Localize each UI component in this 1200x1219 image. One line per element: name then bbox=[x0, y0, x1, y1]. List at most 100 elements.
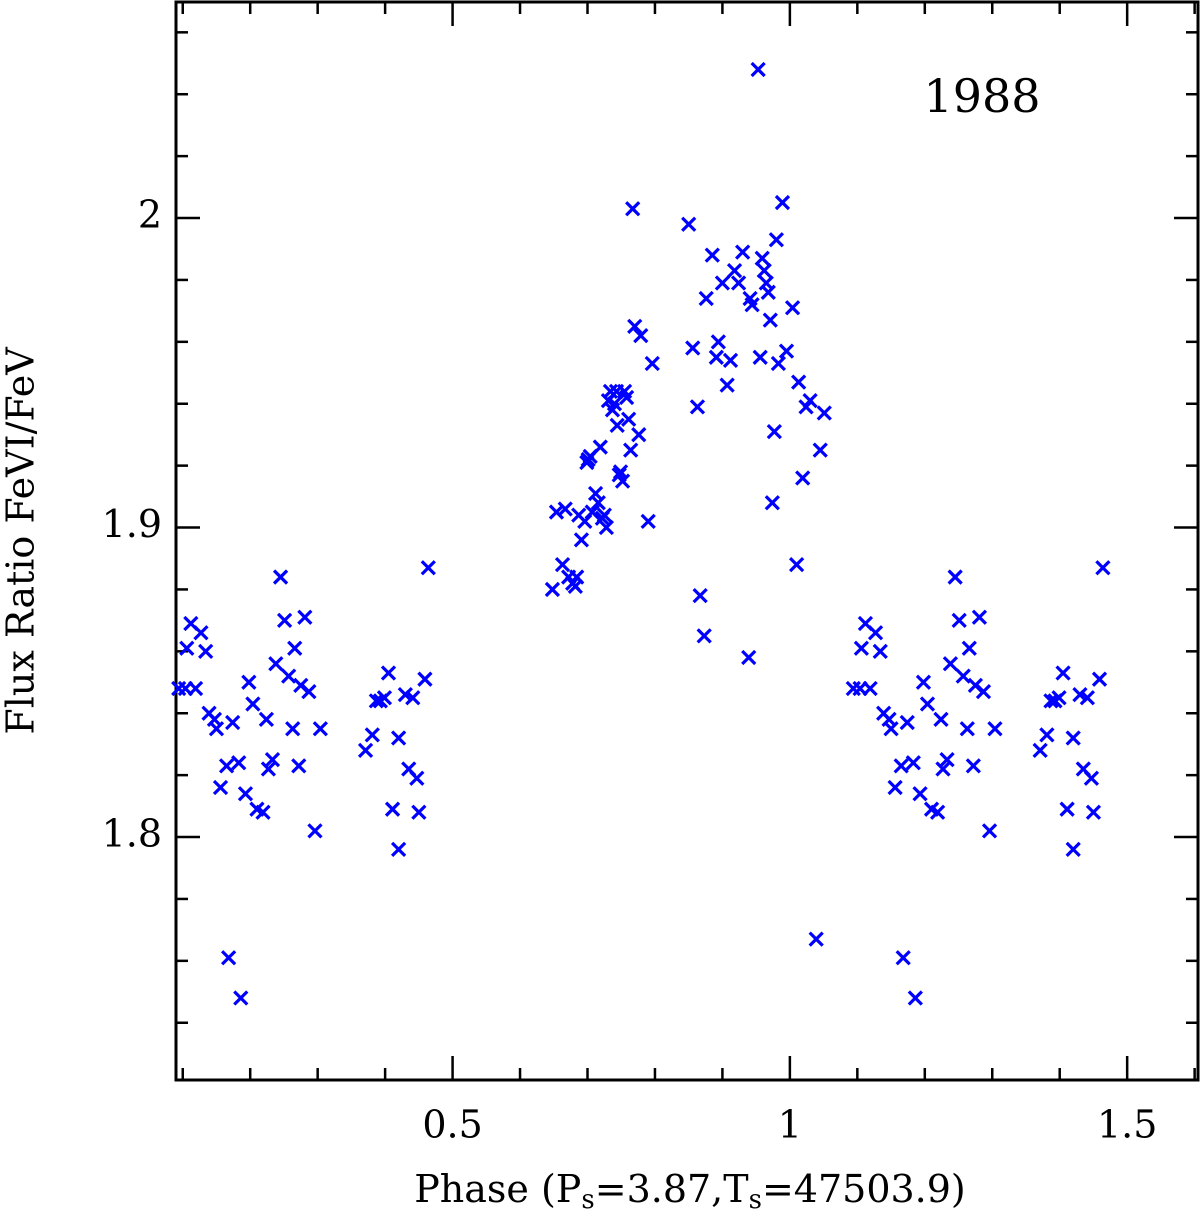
data-point bbox=[685, 340, 701, 356]
data-point bbox=[596, 507, 612, 523]
data-point bbox=[762, 312, 778, 328]
data-point bbox=[744, 297, 760, 313]
data-point bbox=[784, 300, 801, 316]
data-point bbox=[965, 758, 981, 774]
data-point bbox=[947, 569, 963, 585]
x-tick-label: 0.5 bbox=[422, 1103, 482, 1147]
data-point bbox=[752, 349, 768, 365]
data-point bbox=[621, 411, 637, 427]
x-axis-label: Phase (Ps=3.87,Ts=47503.9) bbox=[414, 1167, 966, 1216]
data-point bbox=[287, 640, 303, 656]
data-point bbox=[573, 532, 590, 548]
data-point bbox=[768, 232, 785, 248]
data-point bbox=[1032, 742, 1048, 759]
data-point bbox=[1085, 804, 1102, 820]
data-point bbox=[853, 640, 870, 656]
data-point bbox=[198, 643, 214, 659]
data-point bbox=[548, 504, 565, 520]
data-point bbox=[714, 275, 731, 291]
x-label-part: =3.87,T bbox=[595, 1167, 749, 1211]
data-point bbox=[981, 823, 998, 839]
data-point bbox=[741, 649, 757, 666]
data-point bbox=[971, 609, 988, 625]
data-point bbox=[633, 328, 649, 344]
data-point bbox=[1079, 690, 1096, 706]
data-point bbox=[816, 405, 832, 421]
data-point bbox=[935, 761, 951, 777]
data-point bbox=[554, 557, 571, 573]
data-point bbox=[788, 557, 805, 573]
data-point bbox=[905, 755, 921, 771]
data-point bbox=[384, 801, 401, 817]
data-point bbox=[812, 442, 828, 458]
data-point bbox=[893, 758, 909, 774]
data-point bbox=[766, 423, 782, 440]
data-point bbox=[722, 352, 739, 369]
data-point bbox=[644, 355, 660, 372]
data-point bbox=[285, 721, 301, 737]
data-point bbox=[726, 263, 743, 279]
data-point bbox=[951, 612, 967, 629]
data-point bbox=[1055, 665, 1071, 681]
data-point bbox=[907, 990, 923, 1006]
data-point bbox=[681, 216, 697, 232]
x-label-part: =47503.9) bbox=[762, 1167, 966, 1211]
data-point bbox=[987, 721, 1003, 737]
data-point bbox=[899, 714, 915, 731]
data-point bbox=[942, 656, 959, 672]
data-point bbox=[260, 761, 277, 777]
data-point bbox=[255, 804, 271, 820]
data-point bbox=[212, 779, 229, 796]
data-point bbox=[640, 513, 656, 529]
data-point bbox=[368, 693, 384, 709]
data-point bbox=[409, 770, 425, 786]
data-point bbox=[708, 349, 724, 365]
data-point bbox=[590, 495, 606, 511]
x-tick-label: 1.5 bbox=[1097, 1103, 1157, 1147]
x-label-subscript: s bbox=[749, 1185, 762, 1215]
data-point bbox=[233, 990, 249, 1006]
data-point bbox=[276, 612, 293, 629]
data-point bbox=[307, 823, 323, 839]
data-point bbox=[1091, 671, 1108, 687]
data-point bbox=[623, 442, 639, 458]
data-point bbox=[919, 696, 936, 712]
data-point bbox=[756, 263, 772, 279]
data-point bbox=[364, 727, 380, 743]
data-point bbox=[627, 318, 643, 334]
data-point bbox=[569, 569, 585, 585]
data-point bbox=[405, 690, 421, 706]
data-point bbox=[301, 683, 317, 700]
data-point bbox=[411, 804, 427, 820]
data-point bbox=[1065, 730, 1081, 746]
data-point bbox=[754, 250, 770, 266]
data-point bbox=[179, 640, 195, 656]
data-point bbox=[692, 587, 708, 604]
data-point bbox=[237, 786, 254, 802]
data-point bbox=[802, 393, 818, 409]
data-point bbox=[618, 389, 635, 406]
data-point bbox=[915, 674, 932, 690]
y-axis-label: Flux Ratio FeVI/FeV bbox=[0, 347, 43, 735]
data-point bbox=[241, 674, 257, 690]
data-point bbox=[791, 374, 807, 390]
data-point bbox=[770, 355, 787, 372]
data-point bbox=[231, 755, 247, 771]
data-point bbox=[778, 343, 795, 359]
x-label-subscript: s bbox=[581, 1185, 594, 1215]
data-point bbox=[955, 668, 971, 684]
data-point bbox=[187, 680, 204, 697]
data-point bbox=[225, 714, 241, 731]
data-point bbox=[872, 643, 888, 659]
data-point bbox=[376, 690, 393, 706]
data-point bbox=[193, 625, 209, 641]
data-point bbox=[258, 711, 275, 728]
data-point bbox=[380, 665, 397, 681]
data-point bbox=[417, 671, 433, 687]
data-point bbox=[557, 501, 573, 517]
data-point bbox=[774, 194, 791, 211]
data-point bbox=[719, 377, 735, 393]
data-point bbox=[631, 427, 647, 443]
data-point bbox=[281, 668, 297, 684]
